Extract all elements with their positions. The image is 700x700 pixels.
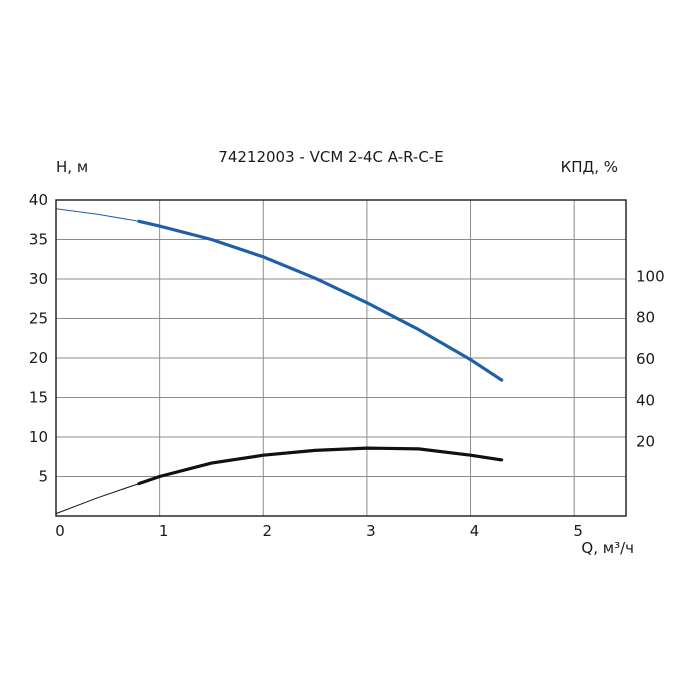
- x-tick-4: 4: [470, 522, 480, 540]
- y2-tick-labels: 20 40 60 80 100: [636, 267, 665, 450]
- x-tick-5: 5: [573, 522, 583, 540]
- y2-axis-title: КПД, %: [561, 158, 618, 176]
- x-tick-0: 0: [55, 522, 65, 540]
- series-1-working-line: [137, 446, 504, 486]
- y2-tick-2: 60: [636, 350, 655, 368]
- y-tick-3: 20: [29, 349, 48, 367]
- y-tick-1: 10: [29, 428, 48, 446]
- y-tick-labels: 5 10 15 20 25 30 35 40: [29, 191, 48, 486]
- grid-lines: [56, 200, 626, 516]
- x-tick-1: 1: [159, 522, 169, 540]
- y-axis-title: H, м: [56, 158, 88, 176]
- y-tick-7: 40: [29, 191, 48, 209]
- x-tick-3: 3: [366, 522, 376, 540]
- y-tick-4: 25: [29, 310, 48, 328]
- series-1-extrapolated-line: [55, 483, 140, 515]
- y2-tick-0: 20: [636, 433, 655, 451]
- plot-frame: [55, 199, 627, 517]
- y-tick-2: 15: [29, 389, 48, 407]
- chart-title: 74212003 - VCM 2-4C A-R-C-E: [218, 148, 443, 166]
- x-axis-title: Q, м³/ч: [581, 539, 634, 557]
- series-0-extrapolated-line: [55, 208, 139, 222]
- x-tick-labels: 0 1 2 3 4 5: [55, 522, 583, 540]
- y-tick-6: 35: [29, 231, 48, 249]
- y-tick-0: 5: [38, 468, 48, 486]
- y2-tick-4: 100: [636, 267, 665, 285]
- series-layer: [55, 208, 504, 515]
- y2-tick-1: 40: [636, 391, 655, 409]
- x-tick-2: 2: [262, 522, 272, 540]
- y2-tick-3: 80: [636, 309, 655, 327]
- series-0-working-line: [137, 219, 504, 382]
- y-tick-5: 30: [29, 270, 48, 288]
